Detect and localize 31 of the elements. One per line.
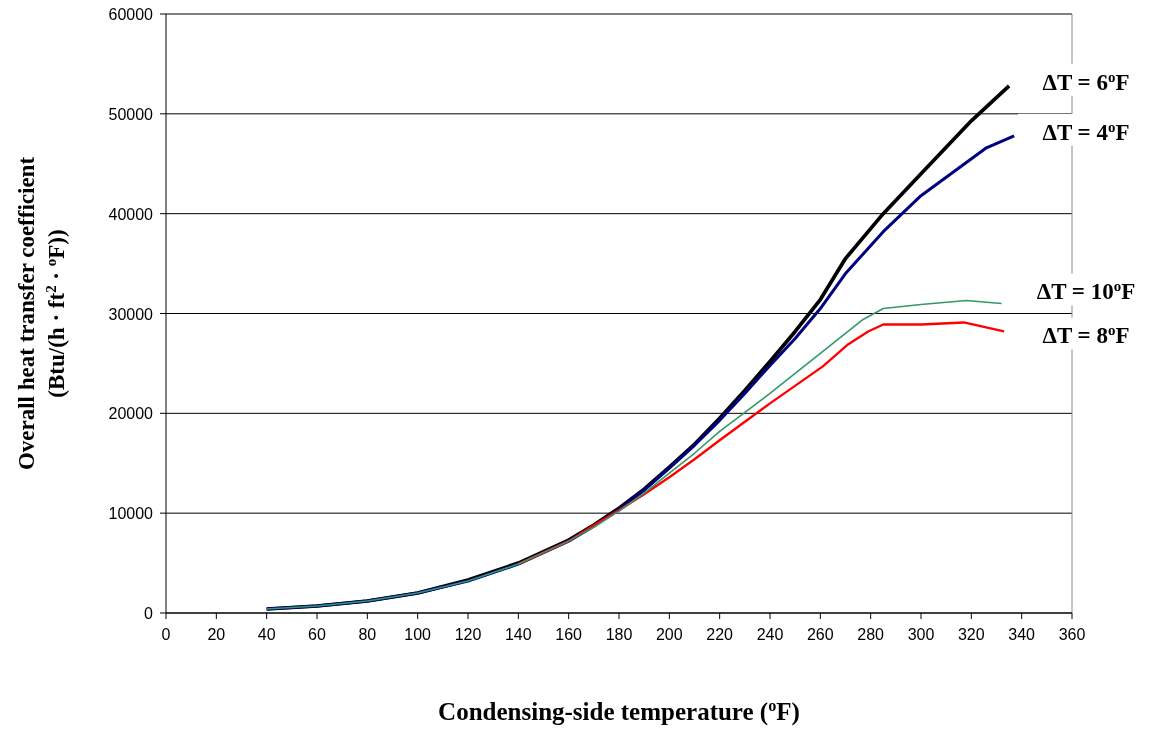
series-label: ΔT = 10$^{o}$F	[1036, 278, 1136, 305]
x-tick-label: 320	[957, 626, 985, 643]
x-tick-label: 160	[555, 626, 583, 643]
x-tick-label: 220	[706, 626, 734, 643]
y-tick-label: 20000	[108, 405, 154, 423]
series-label: ΔT = 6$^{o}$F	[1042, 68, 1130, 95]
y-tick-label: 0	[144, 605, 154, 622]
x-tick-label: 120	[454, 626, 482, 643]
y-tick-label: 40000	[108, 205, 154, 223]
x-tick-label: 80	[358, 626, 377, 643]
x-tick-label: 100	[404, 626, 432, 643]
x-tick-label: 360	[1058, 626, 1086, 643]
x-tick-label: 0	[161, 626, 171, 643]
series-label: ΔT = 4$^{o}$F	[1042, 118, 1130, 145]
y-tick-label: 50000	[108, 105, 154, 123]
series-label: ΔT = 8$^{o}$F	[1042, 322, 1130, 349]
x-tick-label: 260	[806, 626, 834, 643]
x-tick-label: 140	[504, 626, 532, 643]
x-tick-label: 300	[907, 626, 935, 643]
x-tick-label: 180	[605, 626, 633, 643]
x-tick-label: 20	[207, 626, 226, 643]
y-tick-label: 60000	[108, 6, 154, 23]
x-tick-label: 240	[756, 626, 784, 643]
x-tick-label: 200	[655, 626, 683, 643]
x-axis-title: Condensing-side temperature ($^{o}$F)	[438, 697, 800, 726]
x-tick-label: 340	[1008, 626, 1036, 643]
x-tick-label: 40	[257, 626, 276, 643]
y-tick-label: 30000	[108, 305, 154, 323]
x-tick-label: 60	[308, 626, 326, 643]
x-tick-label: 280	[857, 626, 885, 643]
y-tick-label: 10000	[108, 505, 154, 523]
